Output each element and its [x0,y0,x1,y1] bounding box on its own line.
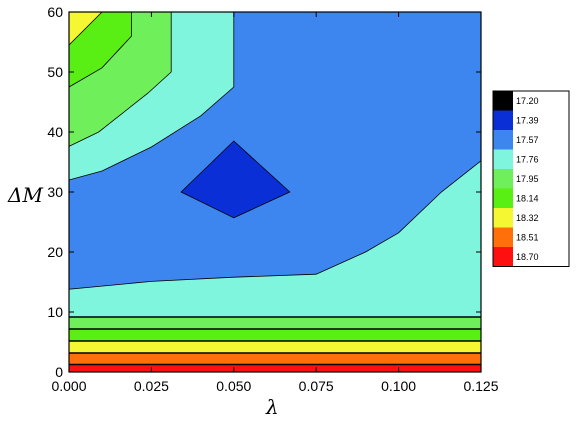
legend-swatch [493,227,513,247]
x-axis: 0.000 0.025 0.050 0.075 0.100 0.125 [51,12,499,394]
y-axis: 0 10 20 30 40 50 60 [47,4,481,380]
x-tick-label: 0.050 [216,378,251,394]
y-axis-title: ΔM [7,183,43,207]
legend-swatch [493,247,513,267]
contour-lines [69,316,481,365]
legend-label: 17.95 [516,174,539,184]
legend-swatch [493,130,513,150]
y-tick-label: 20 [47,244,63,260]
legend-label: 17.39 [516,115,539,125]
y-tick-label: 60 [47,4,63,20]
y-tick-label: 30 [47,184,63,200]
legend: 17.20 17.39 17.57 17.76 17.95 18.14 18.32 18.51… [492,90,570,267]
legend-swatch [493,149,513,169]
legend-swatch [493,91,513,111]
legend-label: 18.14 [516,193,539,203]
x-tick-label: 0.100 [381,378,416,394]
legend-swatch [493,110,513,130]
x-axis-title: λ [265,395,279,419]
legend-swatch [493,188,513,208]
legend-swatch [493,208,513,228]
legend-label: 18.51 [516,232,539,242]
legend-swatch [493,169,513,189]
contour-regions [68,11,482,373]
legend-frame [492,90,570,267]
contour-region-5 [180,140,291,219]
legend-label: 17.20 [516,96,539,106]
legend-label: 18.32 [516,213,539,223]
legend-label: 17.76 [516,154,539,164]
legend-label: 18.70 [516,252,539,262]
legend-label: 17.57 [516,135,539,145]
y-tick-label: 0 [55,364,63,380]
x-tick-label: 0.075 [299,378,334,394]
x-tick-label: 0.125 [463,378,498,394]
x-tick-label: 0.025 [134,378,169,394]
y-tick-label: 10 [47,304,63,320]
y-tick-label: 50 [47,64,63,80]
contour-region-11 [68,364,482,373]
y-tick-label: 40 [47,124,63,140]
x-tick-label: 0.000 [51,378,86,394]
